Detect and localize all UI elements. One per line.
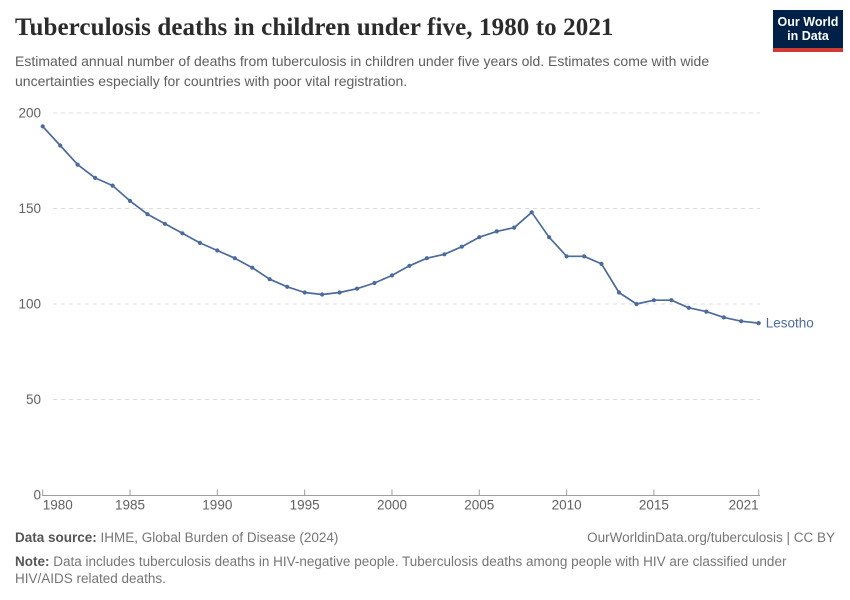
data-point	[250, 265, 255, 270]
y-axis-tick-label: 0	[33, 488, 41, 503]
owid-logo[interactable]: Our World in Data	[773, 10, 843, 52]
data-point	[494, 229, 499, 234]
data-source-value: IHME, Global Burden of Disease (2024)	[100, 530, 339, 545]
x-axis-tick-label: 1990	[202, 498, 232, 513]
data-source: Data source: IHME, Global Burden of Dise…	[15, 530, 338, 545]
data-point	[529, 210, 534, 215]
line-chart[interactable]: 0 50 100 150 200 1980 1985 1990 1995 2000 2005 2010…	[0, 95, 850, 520]
license-link[interactable]: OurWorldinData.org/tuberculosis | CC BY	[587, 530, 835, 545]
source-row: Data source: IHME, Global Burden of Dise…	[15, 530, 835, 545]
x-axis-tick-label: 1985	[115, 498, 145, 513]
data-point	[320, 292, 325, 297]
x-axis-tick-label: 2021	[729, 498, 759, 513]
y-axis-tick-label: 50	[26, 392, 41, 407]
data-point	[512, 225, 517, 230]
chart-canvas[interactable]: 0 50 100 150 200 1980 1985 1990 1995 2000 2005 2010…	[0, 95, 850, 520]
data-point	[442, 252, 447, 257]
data-point	[127, 198, 133, 203]
data-point	[756, 321, 761, 326]
chart-footer: Data source: IHME, Global Burden of Dise…	[15, 530, 835, 587]
data-point	[407, 263, 412, 268]
data-point	[564, 254, 569, 259]
data-point	[634, 301, 639, 307]
data-point	[162, 221, 167, 226]
data-point	[180, 231, 185, 236]
data-point	[215, 248, 220, 253]
data-point	[75, 162, 80, 167]
data-point	[197, 240, 202, 245]
page-title: Tuberculosis deaths in children under fi…	[15, 14, 614, 41]
data-point	[599, 261, 604, 266]
data-point	[267, 277, 272, 282]
data-point	[58, 143, 63, 148]
data-point	[582, 254, 587, 259]
data-point	[459, 244, 464, 249]
chart-subtitle: Estimated annual number of deaths from t…	[15, 53, 710, 89]
x-axis-tick-label: 2015	[639, 498, 669, 513]
data-point	[669, 298, 674, 303]
owid-logo-line2: in Data	[787, 29, 829, 43]
x-axis-tick-label: 1980	[43, 498, 73, 513]
owid-logo-line1: Our World	[777, 14, 839, 29]
y-axis-tick-label: 100	[18, 297, 41, 312]
data-point	[372, 280, 377, 286]
lesotho-line	[41, 125, 760, 324]
y-axis-tick-label: 150	[18, 201, 41, 216]
data-point	[686, 305, 691, 310]
data-point	[302, 290, 307, 295]
x-axis-tick-label: 2000	[377, 498, 407, 513]
x-axis-tick-label: 1995	[290, 498, 320, 513]
data-point	[145, 212, 150, 217]
data-point	[337, 290, 342, 295]
note-value: Data includes tuberculosis deaths in HIV…	[15, 554, 787, 586]
data-point	[547, 235, 552, 240]
data-point	[651, 298, 657, 303]
data-point	[232, 256, 237, 261]
data-point	[616, 290, 622, 295]
data-point	[477, 235, 482, 240]
data-point	[389, 273, 395, 278]
data-point	[93, 175, 98, 180]
data-point	[40, 124, 45, 129]
x-axis-tick-label: 2010	[552, 498, 582, 513]
x-axis-tick-label: 2005	[464, 498, 494, 513]
series-label-lesotho: Lesotho	[766, 316, 814, 331]
data-point	[721, 315, 726, 320]
chart-note: Note: Data includes tuberculosis deaths …	[15, 554, 821, 587]
data-point	[704, 309, 709, 314]
data-source-label: Data source:	[15, 530, 97, 545]
data-point	[354, 286, 360, 291]
data-point	[424, 256, 429, 261]
note-label: Note:	[15, 554, 50, 569]
data-point	[739, 319, 744, 324]
y-axis-tick-label: 200	[18, 106, 41, 121]
data-point	[285, 284, 290, 289]
data-point	[110, 183, 115, 188]
